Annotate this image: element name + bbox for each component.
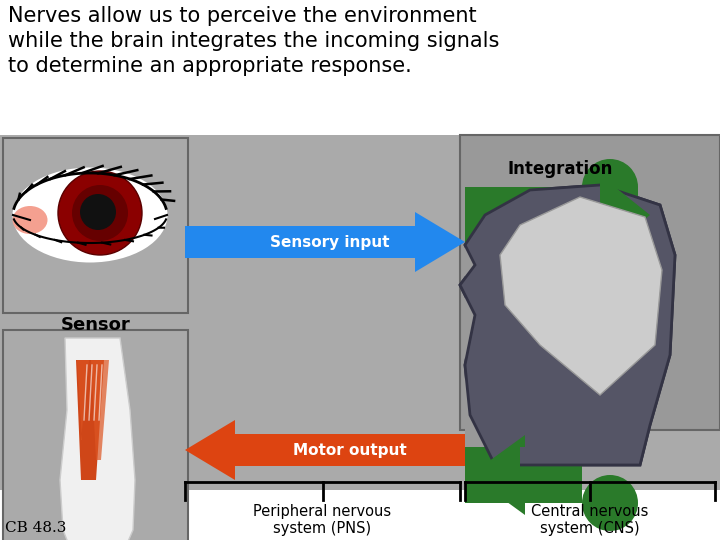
Polygon shape [460, 185, 675, 465]
Circle shape [58, 171, 142, 255]
Text: Nerves allow us to perceive the environment
while the brain integrates the incom: Nerves allow us to perceive the environm… [8, 6, 500, 76]
Bar [0, 135, 720, 490]
Polygon shape [500, 197, 662, 395]
FancyArrow shape [185, 420, 465, 480]
Polygon shape [76, 360, 104, 480]
FancyArrow shape [185, 212, 465, 272]
Circle shape [72, 185, 128, 241]
Ellipse shape [12, 206, 48, 234]
Bar [465, 187, 610, 243]
Polygon shape [91, 360, 109, 460]
Text: Sensory input: Sensory input [270, 234, 390, 249]
Bar [465, 447, 582, 503]
Bar [460, 135, 720, 430]
Polygon shape [500, 197, 662, 395]
Polygon shape [460, 185, 675, 465]
Circle shape [582, 475, 638, 531]
Bar [465, 243, 582, 447]
Bar [3, 330, 188, 540]
Polygon shape [60, 338, 155, 540]
FancyArrow shape [600, 175, 650, 255]
Text: Peripheral nervous
system (PNS): Peripheral nervous system (PNS) [253, 504, 392, 536]
Ellipse shape [12, 167, 168, 262]
Circle shape [582, 159, 638, 215]
Text: Motor output: Motor output [293, 442, 407, 457]
Text: Sensor: Sensor [60, 316, 130, 334]
Text: CB 48.3: CB 48.3 [5, 521, 66, 535]
Bar [3, 138, 188, 313]
Circle shape [80, 194, 116, 230]
Text: Central nervous
system (CNS): Central nervous system (CNS) [531, 504, 649, 536]
Text: Integration: Integration [508, 160, 613, 178]
Bar [582, 187, 638, 447]
FancyArrow shape [470, 435, 525, 515]
Polygon shape [77, 360, 89, 440]
